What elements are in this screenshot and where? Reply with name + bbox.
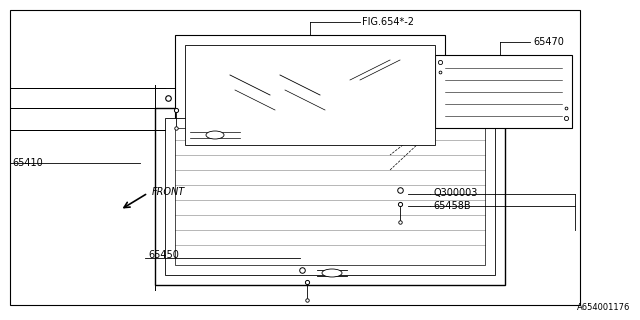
Polygon shape bbox=[175, 128, 485, 265]
Text: 65470: 65470 bbox=[533, 37, 564, 47]
Polygon shape bbox=[175, 35, 445, 155]
Text: FIG.654*-2: FIG.654*-2 bbox=[362, 17, 414, 27]
Ellipse shape bbox=[322, 269, 342, 277]
Text: 65450: 65450 bbox=[148, 250, 179, 260]
Text: 65458B: 65458B bbox=[433, 201, 470, 211]
Polygon shape bbox=[185, 45, 435, 145]
Polygon shape bbox=[10, 10, 580, 305]
Polygon shape bbox=[155, 108, 505, 285]
Text: FRONT: FRONT bbox=[152, 187, 185, 197]
Text: A654001176: A654001176 bbox=[577, 303, 630, 312]
Polygon shape bbox=[435, 55, 572, 128]
Text: 65410: 65410 bbox=[12, 158, 43, 168]
Polygon shape bbox=[165, 118, 495, 275]
Ellipse shape bbox=[206, 131, 224, 139]
Text: Q300003: Q300003 bbox=[433, 188, 477, 198]
